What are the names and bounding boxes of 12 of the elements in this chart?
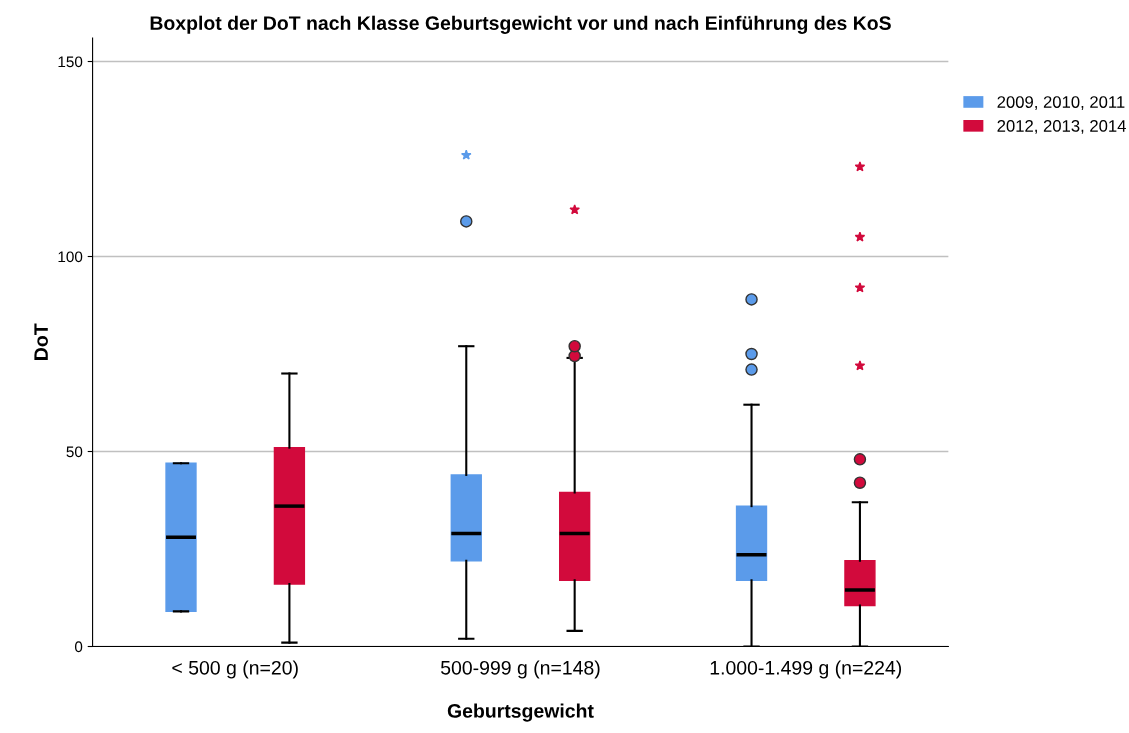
chart-title: Boxplot der DoT nach Klasse Geburtsgewicht vor und nach Einführung des KoS [150, 15, 891, 34]
x-axis-title: Geburtsgewicht [447, 703, 594, 722]
y-axis-title: DoT [34, 323, 48, 360]
y-tick-label: 0 [74, 641, 83, 653]
x-tick-label: < 500 g (n=20) [172, 660, 298, 679]
legend-label: 2009, 2010, 2011 [997, 96, 1125, 110]
x-tick-label: 500-999 g (n=148) [440, 660, 600, 679]
y-tick-label: 100 [58, 251, 83, 263]
y-tick-label: 150 [58, 56, 83, 68]
y-tick-label: 50 [66, 446, 83, 458]
legend-label: 2012, 2013, 2014 [997, 120, 1126, 134]
x-tick-label: 1.000-1.499 g (n=224) [710, 660, 902, 679]
